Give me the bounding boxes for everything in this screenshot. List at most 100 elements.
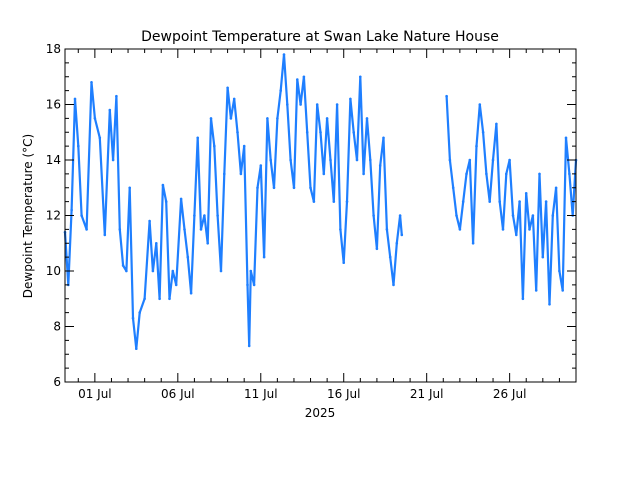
data-point [90,81,93,84]
data-point [511,214,515,217]
data-point [246,283,249,287]
data-point [382,136,385,140]
x-tick-label: 01 Jul [78,387,112,401]
data-point [315,103,319,106]
data-point [448,158,452,162]
data-point [239,172,243,176]
data-point [174,283,178,287]
data-point [236,131,239,134]
data-point [98,136,102,140]
data-point [259,164,263,167]
data-point [193,214,196,217]
x-tick-label: 21 Jul [410,387,444,401]
data-point [269,158,273,162]
x-tick-label: 11 Jul [244,387,278,401]
data-point [478,103,482,106]
data-point [161,183,165,187]
series-layer [63,53,578,351]
data-point [491,158,495,162]
data-point [289,158,292,162]
data-point [209,117,213,120]
data-point [375,247,379,251]
data-point [501,228,505,231]
data-point [179,197,183,201]
data-point [85,228,88,231]
data-point [558,269,561,273]
data-point [319,131,322,134]
data-point [219,269,223,273]
data-point [352,131,356,134]
data-point [349,97,352,101]
data-point [395,242,399,245]
y-tick-label: 14 [46,153,61,167]
x-tick-label: 26 Jul [493,387,527,401]
data-point [256,186,259,190]
data-point [266,117,269,120]
data-point [213,144,216,148]
data-point [445,94,448,98]
plot-frame [64,48,577,383]
data-point [143,297,146,301]
data-point [164,200,168,203]
data-point [272,186,276,190]
data-point [362,172,365,176]
y-tick-label: 10 [46,264,61,278]
data-point [531,214,535,217]
data-point [70,208,73,212]
data-point [388,255,392,259]
data-point [216,214,219,217]
data-point [568,172,571,176]
data-point [329,158,332,162]
data-point [168,297,171,301]
data-point [302,75,306,79]
data-point [249,269,253,273]
data-point [77,144,80,148]
data-point [242,144,246,148]
data-point [103,233,107,237]
data-point [282,53,286,56]
data-point [158,297,161,301]
data-point [451,186,455,190]
chart-title: Dewpoint Temperature at Swan Lake Nature… [141,29,499,45]
y-axis-label: Dewpoint Temperature (°C) [21,134,35,298]
data-point [151,269,155,273]
data-point [115,94,118,98]
data-point [528,228,531,231]
x-tick-label: 06 Jul [161,387,195,401]
data-point [378,164,382,167]
data-point [276,117,279,120]
data-point [538,172,541,176]
data-point [515,233,518,237]
data-point [292,186,296,190]
data-point [554,186,558,190]
data-point [252,283,256,287]
data-point [232,97,236,101]
data-point [226,86,229,90]
data-point [561,289,564,292]
y-tick-label: 8 [53,320,61,334]
data-point [498,200,502,203]
y-tick-label: 12 [46,209,61,223]
data-point [247,344,251,348]
data-point [312,200,316,203]
data-point [485,172,488,176]
data-point [203,214,206,217]
data-point [108,108,112,112]
data-point [481,131,485,134]
data-point [345,200,349,203]
y-tick-label: 18 [46,42,61,56]
data-point [551,214,555,217]
data-point [299,103,302,106]
data-point [458,228,462,231]
data-point [325,117,329,120]
data-point [128,186,131,190]
data-point [372,214,375,217]
data-point [564,136,568,140]
data-point [521,297,525,301]
data-point [135,347,138,351]
data-point [508,158,511,162]
data-point [524,192,528,195]
data-point [262,255,266,259]
data-point [286,103,289,106]
data-point [392,283,395,287]
